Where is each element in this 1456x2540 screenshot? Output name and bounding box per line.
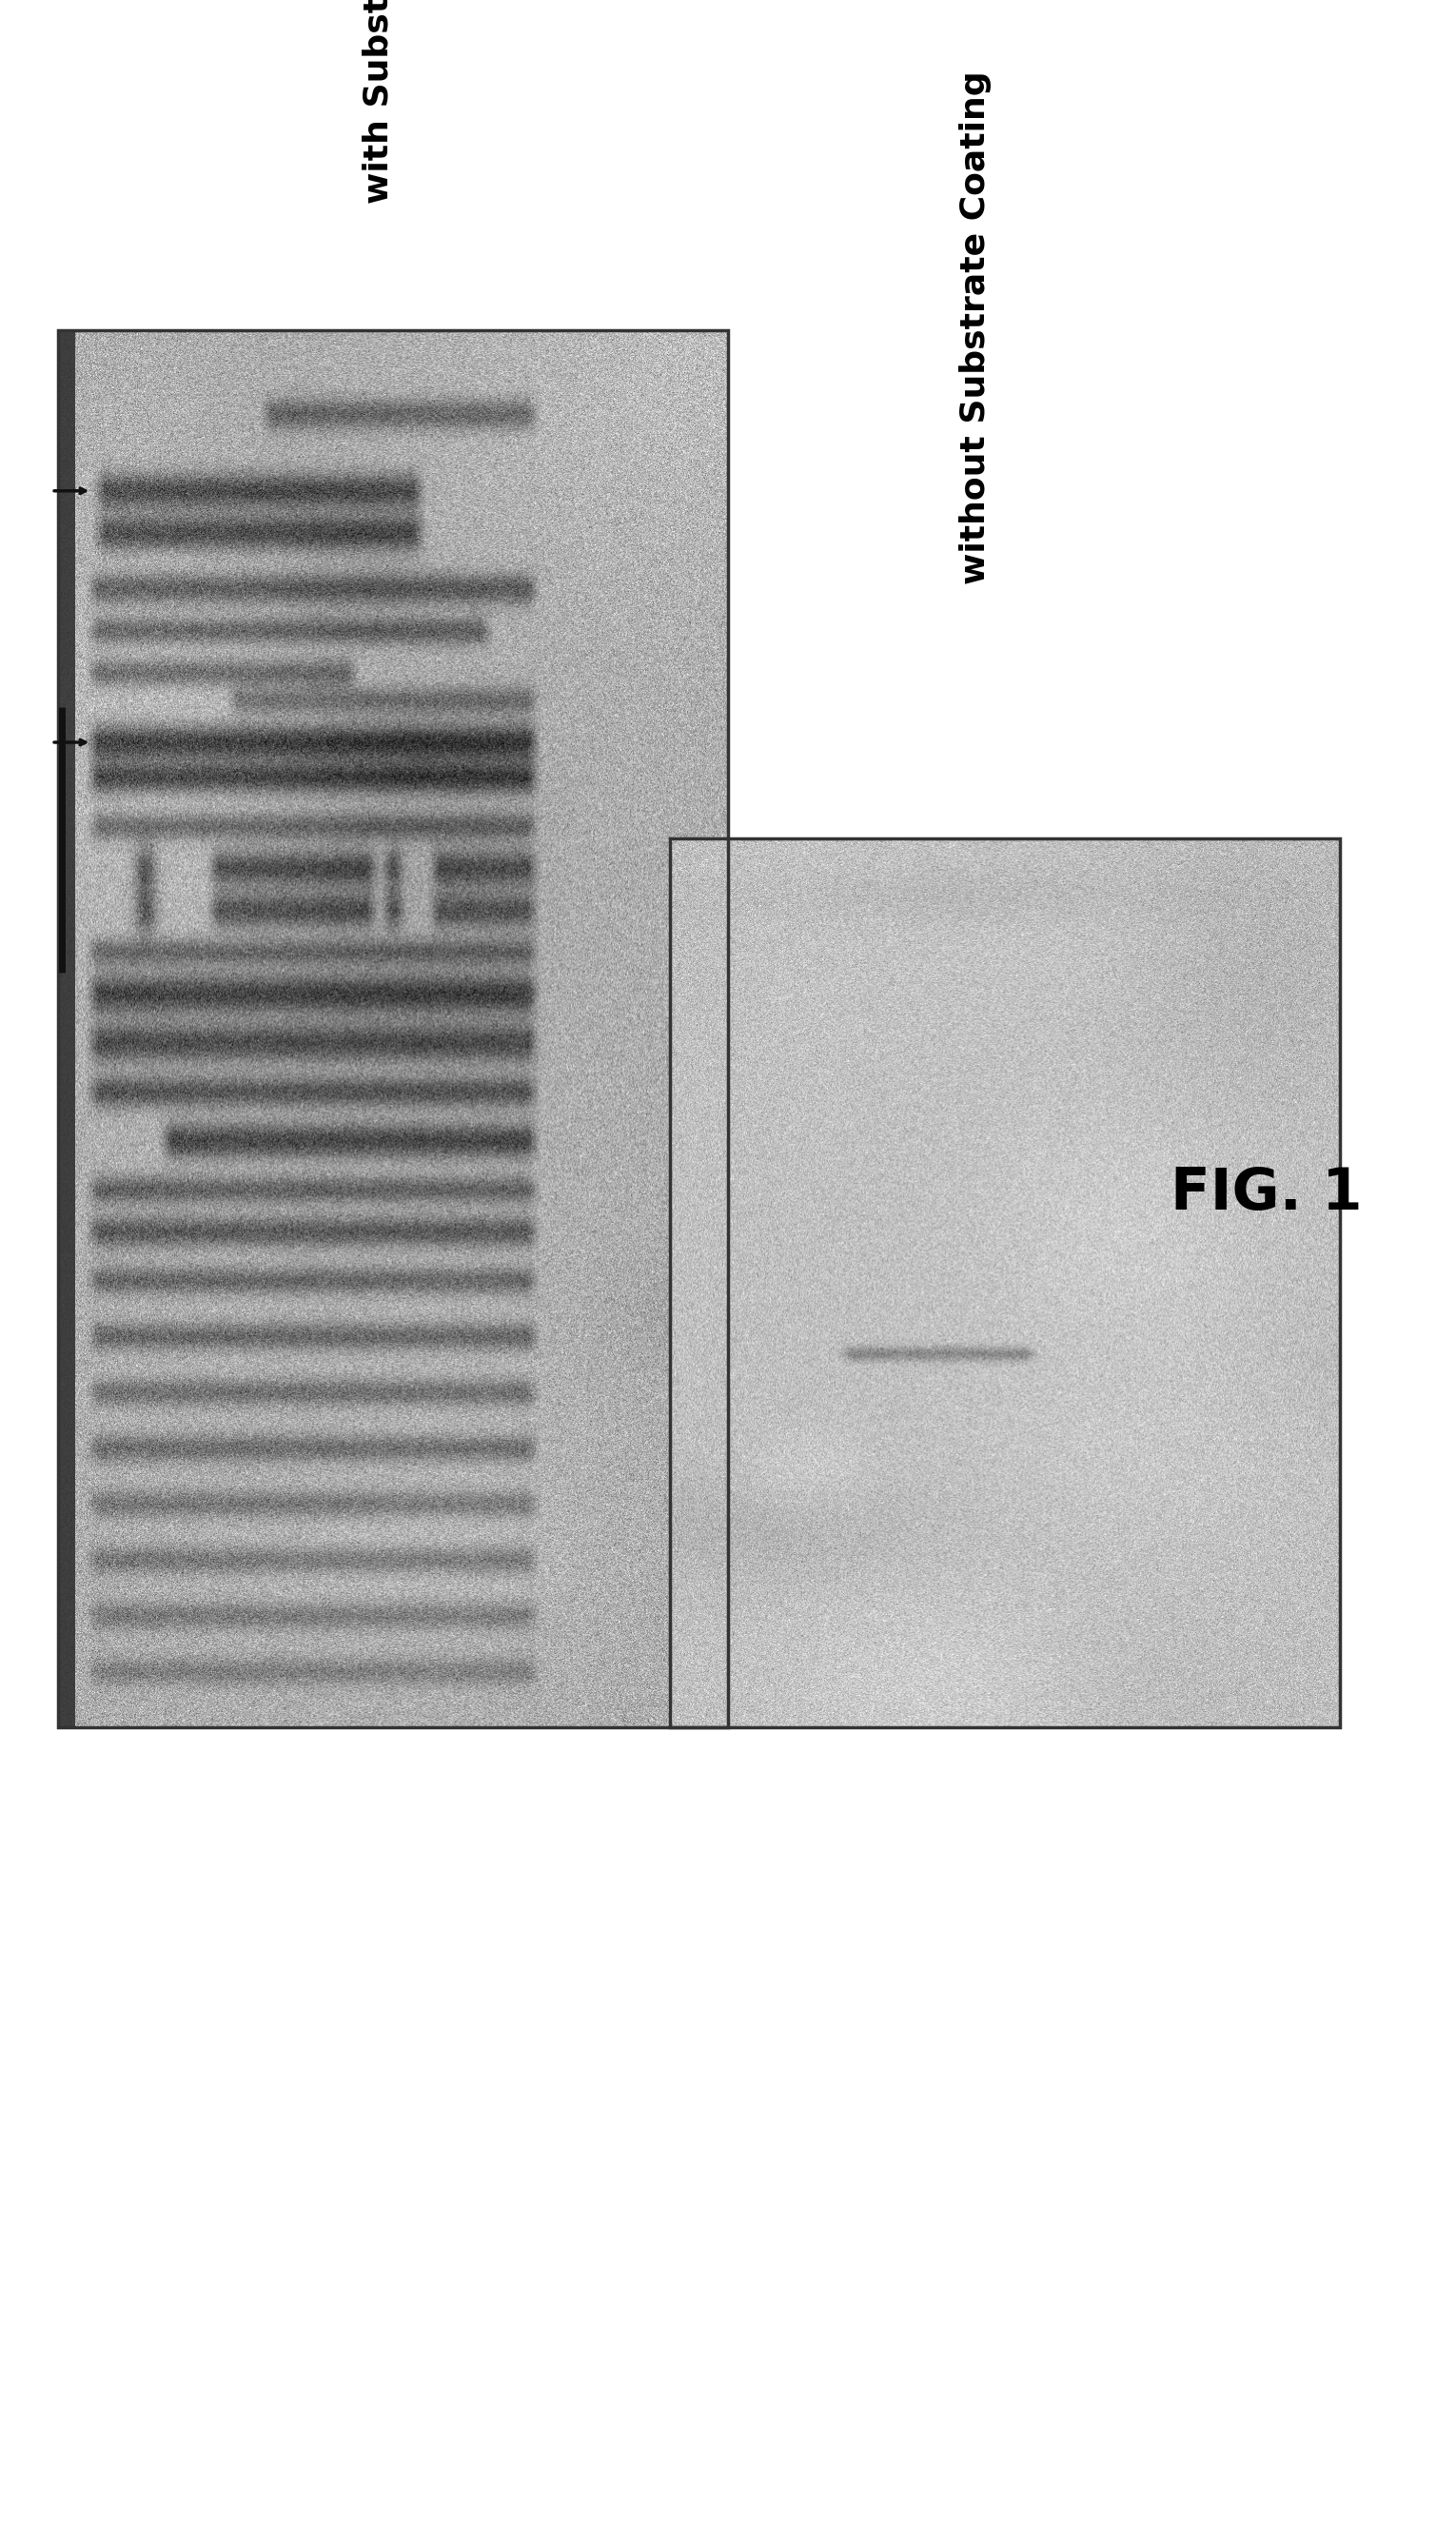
Text: with Substrate Coating: with Substrate Coating xyxy=(363,0,395,203)
Text: without Substrate Coating: without Substrate Coating xyxy=(960,71,992,584)
Bar xyxy=(670,838,1340,1727)
Bar xyxy=(58,330,76,1727)
Bar xyxy=(58,330,728,1727)
Text: FIG. 1: FIG. 1 xyxy=(1171,1166,1363,1222)
